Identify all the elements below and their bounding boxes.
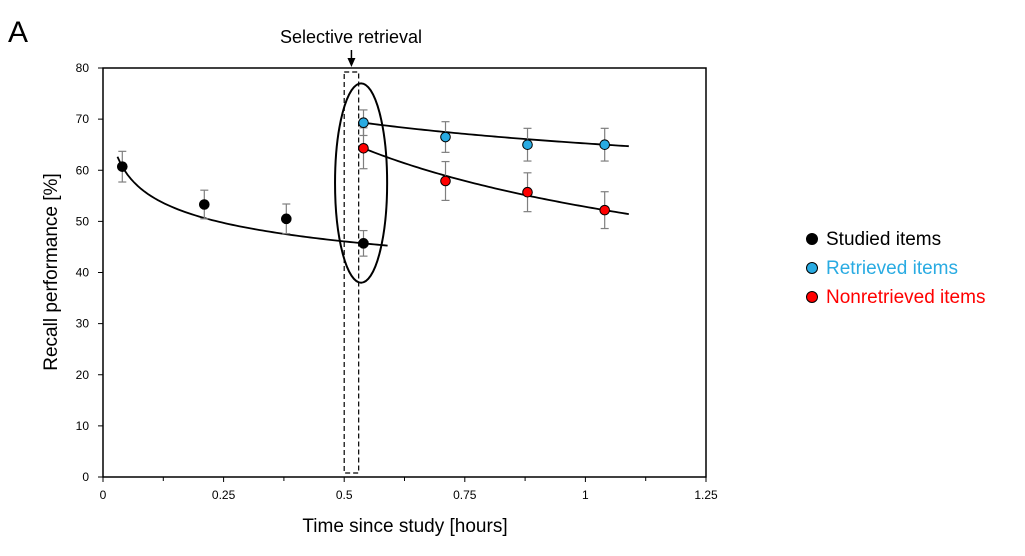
data-point-retrieved-items — [522, 139, 533, 150]
y-tick-label: 60 — [76, 163, 90, 177]
data-point-studied-items — [199, 199, 210, 210]
y-tick-label: 40 — [76, 266, 90, 280]
data-point-studied-items — [358, 238, 369, 249]
data-point-nonretrieved-items — [522, 186, 533, 198]
data-point-retrieved-items — [440, 131, 451, 143]
y-tick-label: 70 — [76, 112, 90, 126]
x-tick-label: 0 — [100, 488, 107, 502]
y-tick-label: 80 — [76, 61, 90, 75]
y-axis-label: Recall performance [%] — [41, 173, 62, 370]
selective-retrieval-annotation: Selective retrieval — [280, 27, 422, 47]
annotation-arrow-head — [347, 58, 356, 67]
legend-label-nonretrieved-items: Nonretrieved items — [826, 287, 985, 308]
legend: Studied items Retrieved items Nonretrieved… — [806, 229, 985, 308]
legend-marker-retrieved-items — [806, 262, 818, 274]
legend-marker-studied-items — [806, 233, 818, 245]
panel-label: A — [8, 16, 28, 49]
data-point-nonretrieved-items — [358, 142, 369, 154]
y-tick-label: 10 — [76, 419, 90, 433]
legend-label-retrieved-items: Retrieved items — [826, 258, 958, 279]
x-tick-label: 0.5 — [336, 488, 353, 502]
data-point-studied-items — [116, 161, 128, 172]
data-point-retrieved-items — [599, 139, 610, 150]
x-tick-label: 0.75 — [453, 488, 477, 502]
fit-curve-nonretrieved-items — [360, 146, 629, 215]
plot-frame — [102, 67, 707, 478]
axes: 0 0.25 0.5 0.75 1 1.25 0 10 20 30 40 50 60 70 80 — [76, 61, 718, 502]
data-point-retrieved-items — [358, 117, 369, 129]
highlight-ellipse — [334, 82, 389, 284]
y-tick-label: 20 — [76, 368, 90, 382]
y-tick-label: 30 — [76, 317, 90, 331]
selective-retrieval-box — [343, 71, 360, 474]
data-point-nonretrieved-items — [599, 204, 610, 216]
fit-curve-studied-items — [116, 156, 388, 247]
y-tick-label: 0 — [82, 470, 89, 484]
legend-label-studied-items: Studied items — [826, 229, 941, 250]
data-point-nonretrieved-items — [440, 175, 451, 187]
y-tick-label: 50 — [76, 214, 90, 228]
x-tick-label: 1.25 — [694, 488, 718, 502]
x-axis-label: Time since study [hours] — [302, 516, 507, 537]
x-tick-label: 0.25 — [212, 488, 236, 502]
x-tick-label: 1 — [582, 488, 589, 502]
fit-curve-retrieved-items — [360, 121, 629, 148]
plot-area — [116, 50, 629, 474]
data-point-studied-items — [281, 213, 292, 225]
legend-marker-nonretrieved-items — [806, 291, 818, 303]
